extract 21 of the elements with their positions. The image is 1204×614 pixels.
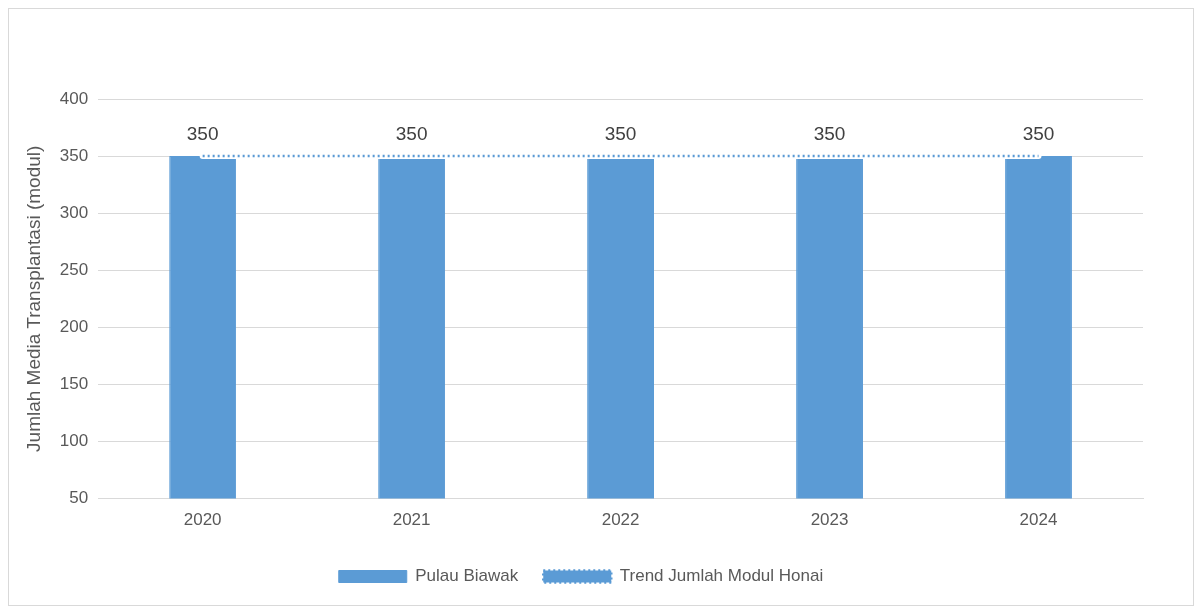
legend-label: Pulau Biawak [415,566,519,586]
x-tick-label: 2024 [1019,510,1058,530]
x-tick-label: 2022 [601,510,640,530]
data-label: 350 [186,122,219,144]
y-tick-label: 50 [69,488,89,508]
x-tick-label: 2020 [183,510,222,530]
y-tick-label: 150 [59,374,89,394]
y-tick-label: 400 [59,88,89,108]
data-label: 350 [1022,122,1055,144]
x-tick-label: 2023 [810,510,849,530]
data-label: 350 [813,122,846,144]
y-tick-label: 350 [59,145,89,165]
legend-label: Trend Jumlah Modul Honai [619,566,824,586]
y-tick-label: 300 [59,202,89,222]
y-tick-label: 200 [59,317,89,337]
data-label: 350 [395,122,428,144]
y-tick-label: 100 [59,431,89,451]
data-label: 350 [604,122,637,144]
x-tick-label: 2021 [392,510,431,530]
y-tick-label: 250 [59,259,89,279]
y-axis-title: Jumlah Media Transplantasi (modul) [22,145,44,452]
